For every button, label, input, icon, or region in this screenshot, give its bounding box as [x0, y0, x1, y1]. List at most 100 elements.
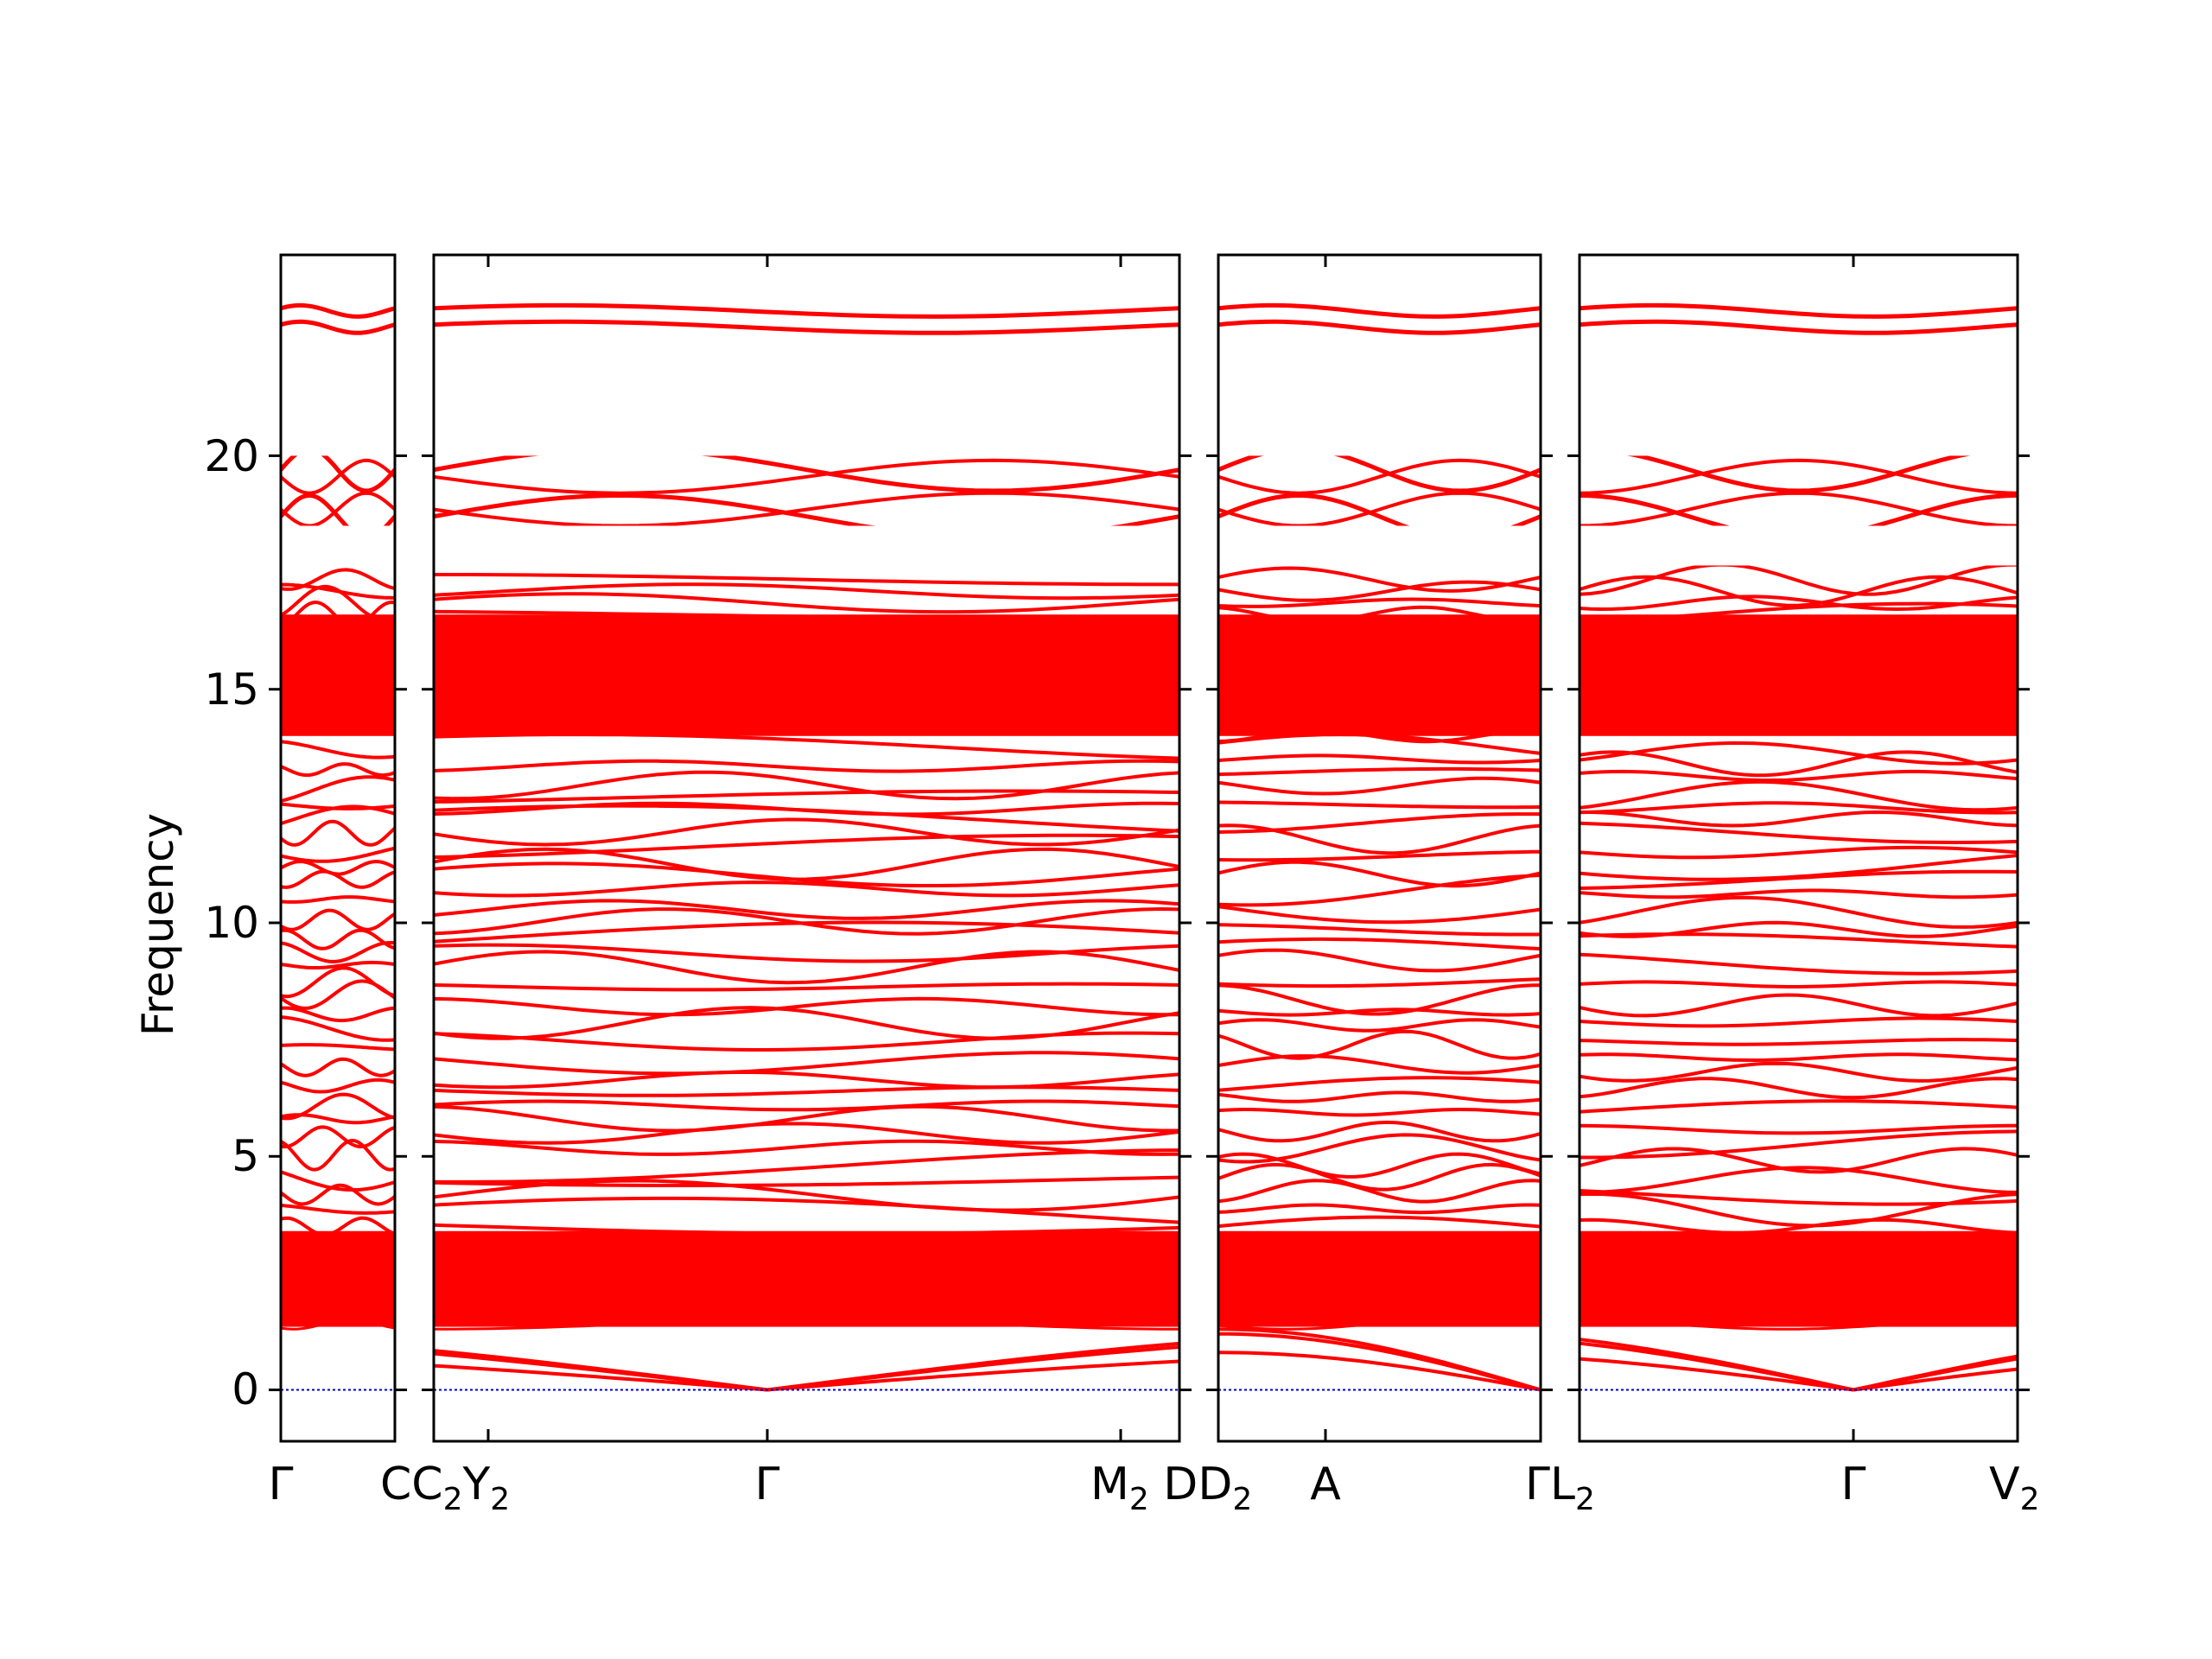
band-line — [1218, 1319, 1541, 1331]
band-line — [434, 801, 1179, 817]
acoustic-branch — [1580, 1341, 1854, 1392]
acoustic-branch — [1853, 1367, 2018, 1392]
y-tick-label-15: 15 — [204, 664, 259, 715]
acoustic-branch — [434, 1363, 768, 1392]
band-line — [1218, 1120, 1541, 1143]
acoustic-branch — [1218, 1351, 1541, 1392]
band-line — [1218, 1076, 1541, 1092]
band-line — [281, 895, 395, 904]
band-line — [1218, 1179, 1541, 1204]
band-line — [1580, 1276, 2018, 1289]
band-line — [434, 1070, 1179, 1090]
panel-frame — [1578, 253, 2019, 1443]
band-line — [281, 1125, 395, 1149]
band-line — [281, 846, 395, 863]
band-line — [1580, 1248, 2018, 1261]
panel-frame — [1217, 253, 1542, 1443]
band-line — [434, 733, 1179, 760]
band-line — [281, 600, 395, 629]
x-label-v2: V2 — [1989, 1459, 2039, 1517]
band-line — [1218, 849, 1541, 862]
band-line — [1218, 728, 1541, 744]
band-line — [434, 982, 1179, 992]
high-band-line — [1580, 319, 2018, 335]
x-label-gamma-3: Γ — [1841, 1459, 1866, 1510]
band-line — [1580, 741, 2018, 766]
band-line — [1580, 1166, 2018, 1194]
band-line — [1218, 1018, 1541, 1033]
band-line — [1580, 769, 2018, 783]
band-line — [281, 740, 395, 760]
x-label-gamma-l2: ΓL2 — [1525, 1459, 1595, 1517]
band-line — [1580, 980, 2018, 988]
band-line — [434, 1099, 1179, 1112]
panel-2-bands — [434, 255, 1179, 1392]
band-line — [434, 582, 1179, 601]
band-line — [434, 1175, 1179, 1187]
acoustic-branch — [766, 1345, 1179, 1392]
band-line — [281, 1170, 395, 1192]
dense-band-block — [281, 614, 395, 736]
band-line — [1580, 1016, 2018, 1028]
band-line — [281, 1319, 395, 1331]
high-band-line — [1218, 319, 1541, 335]
band-line — [1218, 1152, 1541, 1179]
band-line — [281, 1248, 395, 1261]
band-line — [434, 770, 1179, 801]
band-line — [281, 1234, 395, 1247]
band-line — [434, 847, 1179, 881]
acoustic-branch — [1580, 1357, 1854, 1392]
band-line — [1218, 1234, 1541, 1247]
band-line — [434, 1139, 1179, 1156]
high-band-line — [281, 302, 395, 319]
mid-band-line — [281, 491, 395, 528]
band-line — [1218, 800, 1541, 810]
high-band-line — [434, 319, 1179, 335]
band-line — [434, 996, 1179, 1017]
band-line — [1580, 1147, 2018, 1174]
band-line — [1218, 566, 1541, 593]
band-line — [1218, 1248, 1541, 1261]
band-line — [434, 899, 1179, 920]
band-line — [1218, 1054, 1541, 1075]
band-line — [1580, 563, 2018, 596]
band-line — [281, 869, 395, 889]
y-tick-label-5: 5 — [232, 1131, 259, 1181]
band-line — [1218, 905, 1541, 925]
band-line — [1580, 1099, 2018, 1114]
high-band-line — [281, 319, 395, 335]
x-label-gamma-2: Γ — [755, 1459, 780, 1510]
band-line — [1218, 605, 1541, 624]
band-line — [434, 609, 1179, 620]
band-line — [281, 1290, 395, 1303]
acoustic-branch — [0, 1352, 173, 1389]
band-line — [1580, 750, 2018, 778]
band-line — [1580, 854, 2018, 881]
band-line — [1580, 952, 2018, 976]
band-line — [1218, 1290, 1541, 1303]
band-gap — [434, 1331, 1179, 1389]
mid-band-line — [281, 458, 395, 495]
band-gap — [434, 339, 1179, 456]
band-line — [1580, 1052, 2018, 1063]
band-line — [281, 582, 395, 600]
band-line — [1218, 1133, 1541, 1164]
mid-band-line — [434, 458, 1179, 495]
band-line — [281, 1006, 395, 1023]
band-line — [434, 1276, 1179, 1289]
band-line — [1580, 810, 2018, 828]
panel-frame — [432, 253, 1181, 1443]
band-line — [281, 819, 395, 847]
panel-frames — [269, 253, 2030, 1443]
band-line — [434, 1223, 1179, 1236]
dense-band-block — [1218, 614, 1541, 736]
band-line — [281, 1262, 395, 1274]
band-line — [281, 1043, 395, 1052]
band-line — [1580, 888, 2018, 899]
band-line — [281, 1276, 395, 1289]
band-line — [281, 1138, 395, 1172]
band-line — [434, 1148, 1179, 1184]
band-line — [1218, 1215, 1541, 1229]
band-line — [1218, 1203, 1541, 1215]
